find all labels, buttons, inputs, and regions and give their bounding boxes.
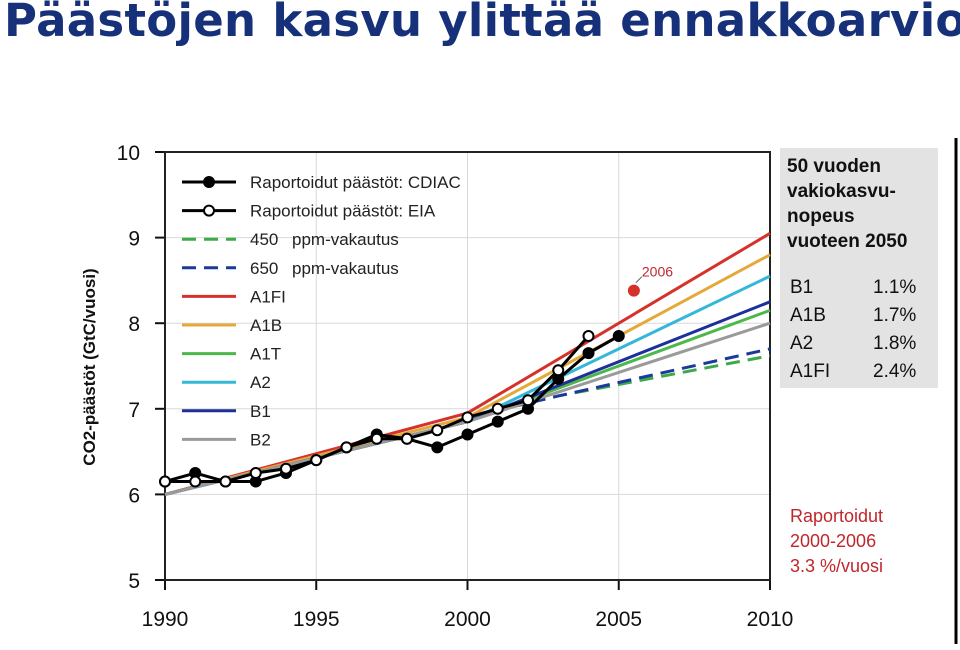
legend-entry: B1	[182, 402, 271, 421]
legend-label: 450	[250, 230, 278, 249]
panel-title-line: 50 vuoden	[787, 156, 881, 177]
y-tick-label: 10	[117, 142, 140, 165]
legend-entry: Raportoidut päästöt: EIA	[182, 202, 436, 221]
annotation-leader	[635, 276, 643, 284]
legend-label: A1T	[250, 345, 281, 364]
data-point-eia	[582, 330, 595, 343]
data-point-eia	[522, 394, 534, 407]
legend-entry: 650 ppm-vakautus	[182, 259, 399, 278]
reported-rate-line: 2000-2006	[790, 531, 876, 551]
y-tick-label: 8	[128, 313, 140, 336]
legend-entry: A1T	[182, 345, 281, 364]
legend: Raportoidut päästöt: CDIAC Raportoidut pä…	[182, 173, 461, 449]
plot-frame	[164, 151, 771, 581]
legend-entry: Raportoidut päästöt: CDIAC	[182, 173, 461, 192]
panel-row-scenario: A1B	[790, 305, 826, 326]
growth-panel-background	[780, 148, 938, 388]
data-point-eia	[340, 441, 353, 454]
data-point-eia	[189, 475, 202, 488]
legend-label: B2	[250, 430, 271, 449]
slide-title: Päästöjen kasvu ylittää ennakkoarviot	[4, 0, 960, 47]
data-point-eia	[280, 462, 292, 475]
panel-row-rate: 1.8%	[873, 333, 916, 354]
x-tick-label: 1995	[293, 608, 340, 631]
legend-entry: B2	[182, 430, 271, 449]
panel-row-rate: 1.7%	[873, 305, 916, 326]
legend-entry: 450 ppm-vakautus	[182, 230, 399, 249]
x-tick-label: 2005	[595, 608, 642, 631]
y-tick-label: 5	[128, 570, 140, 593]
y-tick-label: 6	[128, 484, 140, 507]
observed-series	[159, 330, 625, 488]
y-tick-label: 9	[128, 228, 140, 251]
panel-row-scenario: A2	[790, 333, 813, 354]
legend-label: Raportoidut päästöt: EIA	[250, 202, 436, 221]
x-tick-label: 1990	[142, 608, 189, 631]
legend-entry: A1B	[182, 316, 282, 335]
panel-row-rate: 1.1%	[873, 277, 916, 298]
panel-row-rate: 2.4%	[873, 361, 916, 382]
data-point-eia	[491, 402, 504, 415]
data-point-eia	[159, 475, 171, 488]
data-point-eia	[461, 411, 474, 424]
legend-label: A1B	[250, 316, 282, 335]
data-point-eia	[310, 454, 323, 467]
legend-label: B1	[250, 402, 271, 421]
panel-row-scenario: A1FI	[790, 361, 830, 382]
data-point-eia	[401, 432, 413, 445]
data-point-eia	[431, 424, 444, 437]
panel-title-line: vakiokasvu-	[787, 181, 896, 202]
annotation-point-2006	[627, 284, 640, 297]
x-tick-label: 2000	[444, 608, 491, 631]
reported-rate-line: 3.3 %/vuosi	[790, 556, 883, 576]
annotations: 2006	[627, 264, 673, 297]
legend-label: A1FI	[250, 287, 286, 306]
legend-swatch-marker	[203, 204, 215, 217]
panel-row-scenario: B1	[790, 277, 813, 298]
legend-label: 650	[250, 259, 278, 278]
data-point-cdiac	[582, 347, 595, 360]
legend-label: Raportoidut päästöt: CDIAC	[250, 173, 461, 192]
panel-title-line: vuoteen 2050	[787, 231, 907, 252]
panel-title-line: nopeus	[787, 206, 855, 227]
y-tick-label: 7	[128, 399, 140, 422]
legend-label-suffix: ppm-vakautus	[292, 259, 399, 278]
legend-label-suffix: ppm-vakautus	[292, 230, 399, 249]
data-point-cdiac	[461, 428, 474, 441]
legend-swatch-marker	[203, 176, 215, 188]
reported-rate-line: Raportoidut	[790, 506, 883, 526]
series-line-cdiac	[164, 334, 620, 484]
legend-entry: A1FI	[182, 287, 286, 306]
legend-entry: A2	[182, 373, 271, 392]
data-point-eia	[370, 432, 383, 445]
axes: 1990 1995 2000 2005 2010 5 6 7 8 9 10 CO2-päästöt (…	[80, 142, 793, 631]
data-point-eia	[249, 467, 262, 479]
growth-rate-panel: 50 vuoden vakiokasvu-nopeus vuoteen 2050 B1…	[780, 138, 958, 644]
data-point-eia	[219, 475, 232, 488]
data-point-eia	[552, 364, 565, 377]
data-point-cdiac	[491, 415, 504, 428]
data-point-cdiac	[431, 441, 444, 454]
data-point-cdiac	[612, 330, 625, 343]
x-tick-label: 2010	[747, 608, 794, 631]
annotation-label: 2006	[642, 264, 673, 280]
y-axis-label: CO2-päästöt (GtC/vuosi)	[80, 268, 99, 465]
legend-label: A2	[250, 373, 271, 392]
